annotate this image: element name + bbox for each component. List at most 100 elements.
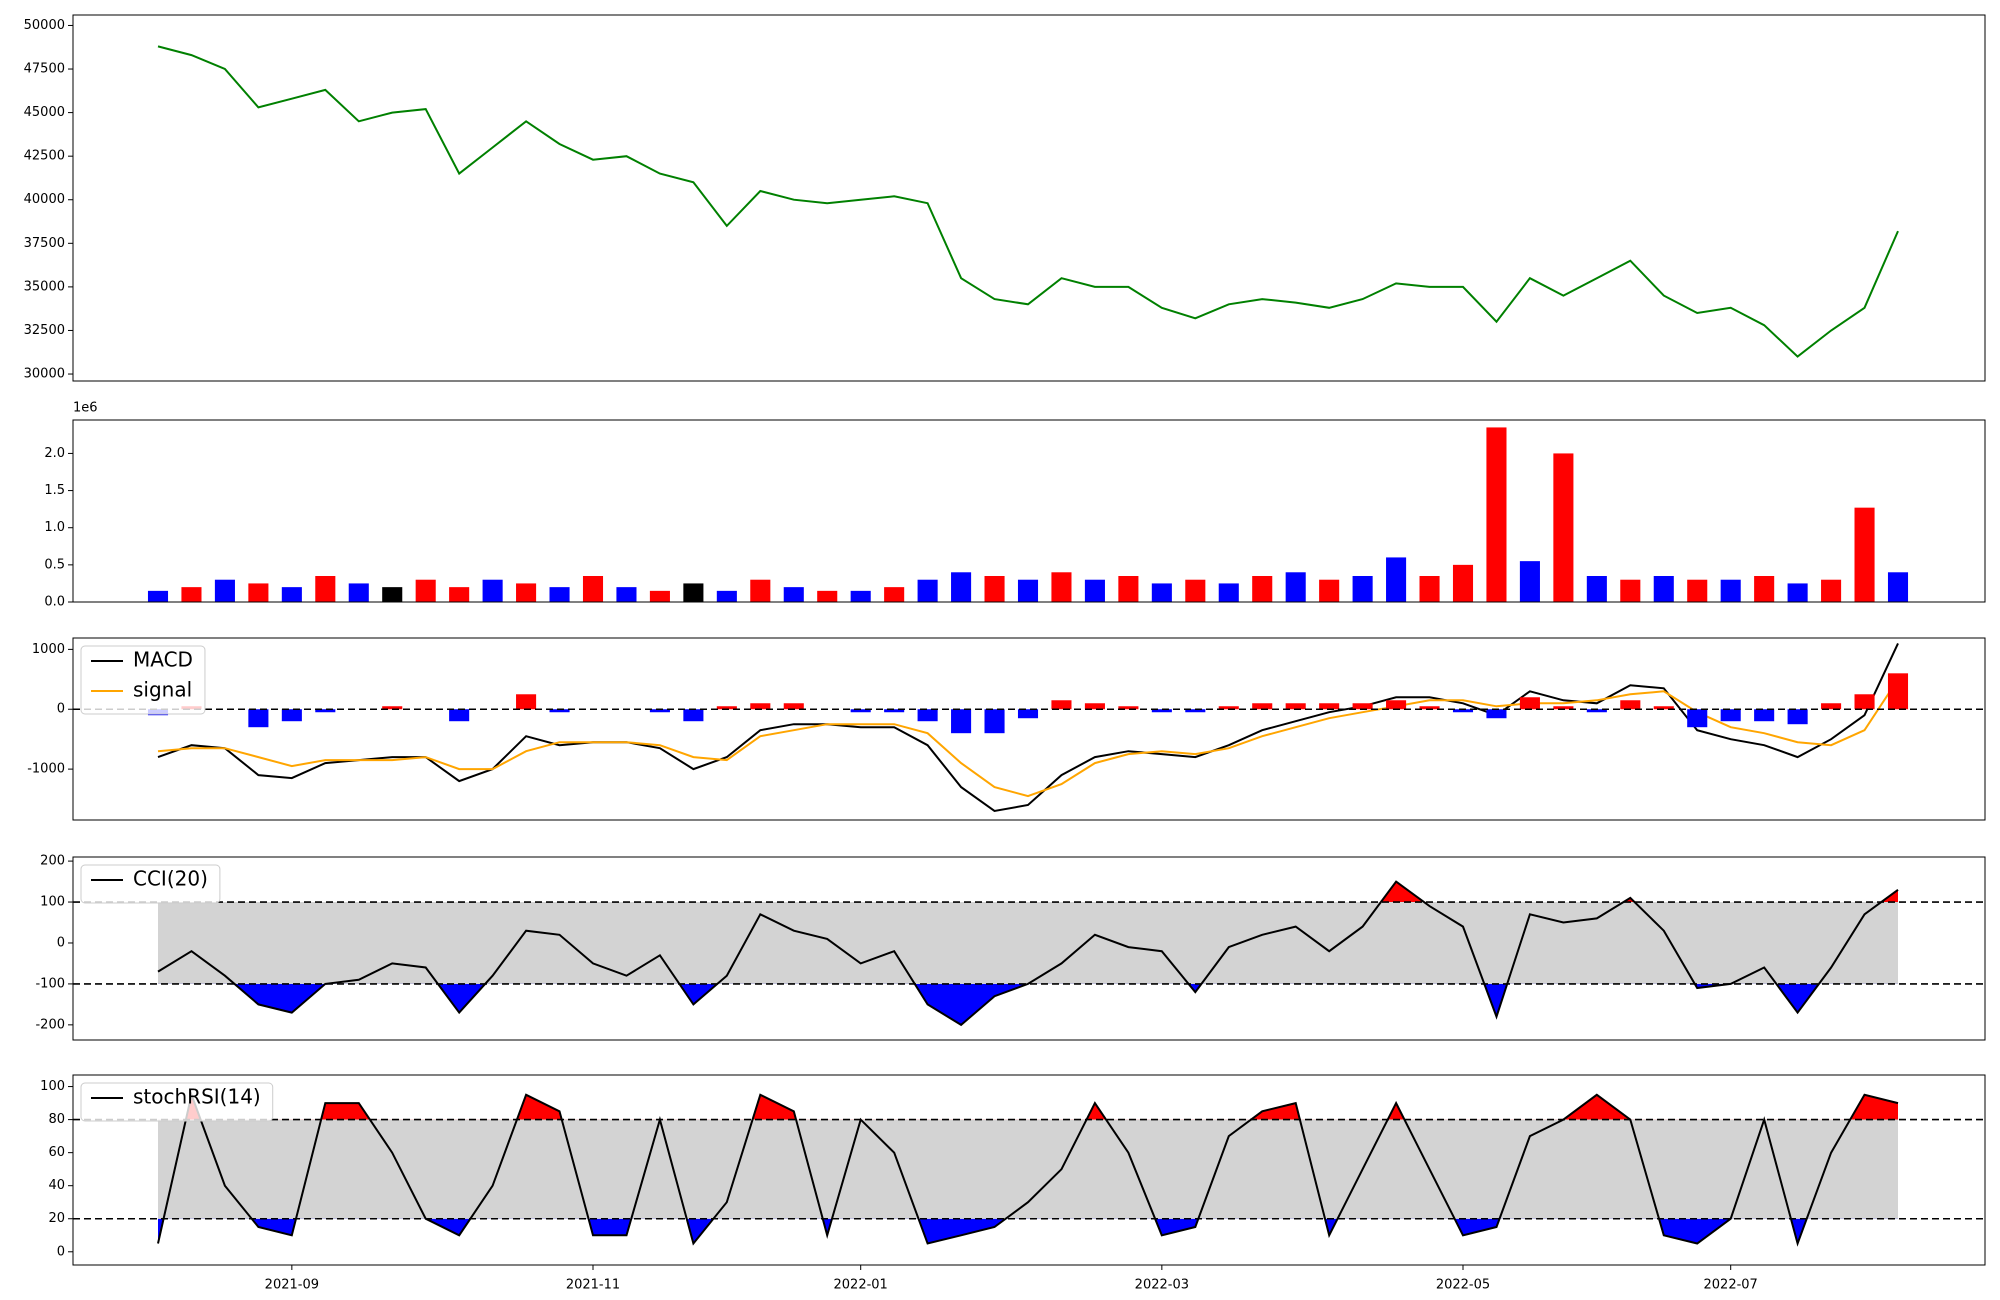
bar [1519, 561, 1540, 602]
line [157, 642, 1899, 813]
bar [348, 583, 369, 602]
y-tick-label: 0 [57, 935, 65, 950]
bar [1218, 583, 1239, 602]
bar [616, 587, 637, 602]
bar [884, 709, 905, 713]
bar [917, 709, 938, 722]
y-tick-label: 1.0 [44, 520, 65, 535]
bar [449, 709, 470, 722]
plot-frame [72, 14, 1986, 382]
plot-frame [72, 637, 1986, 821]
offset-text: 1e6 [73, 401, 98, 416]
legend: MACD signal [80, 645, 206, 715]
bar [917, 579, 938, 602]
y-tick-label: 1000 [32, 642, 65, 657]
bar [248, 583, 269, 602]
y-tick-label: 35000 [24, 279, 65, 294]
plot-frame [72, 1074, 1986, 1266]
bar [817, 590, 838, 602]
bar [1519, 697, 1540, 710]
legend-box [80, 645, 206, 715]
y-tick-label: -200 [35, 1017, 65, 1032]
y-tick-label: 100 [40, 895, 65, 910]
bar [1553, 706, 1574, 710]
y-tick-label: 40 [48, 1178, 65, 1193]
bar [1319, 703, 1340, 710]
bar [1687, 579, 1708, 602]
bar [1151, 583, 1172, 602]
legend-label: MACD [133, 648, 193, 672]
bar [649, 709, 670, 713]
y-tick-label: -100 [35, 976, 65, 991]
bar [750, 579, 771, 602]
bar [1452, 564, 1474, 602]
y-tick-label: -1000 [27, 762, 65, 777]
fill-below [158, 1218, 1898, 1244]
bar [649, 590, 670, 602]
y-tick-label: 2.0 [44, 446, 65, 461]
bar [716, 706, 737, 710]
x-tick-label: 2021-11 [566, 1278, 620, 1293]
bar [1720, 579, 1741, 602]
y-tick-label: 37500 [24, 236, 65, 251]
bar [315, 709, 336, 713]
bar [951, 572, 972, 602]
bar [1620, 700, 1641, 710]
y-tick-label: 32500 [24, 323, 65, 338]
bar [147, 590, 169, 602]
y-tick-label: 0 [57, 1244, 65, 1259]
plot-frame [72, 419, 1986, 603]
bar [1887, 673, 1909, 710]
bar [449, 587, 470, 602]
bar [181, 587, 202, 602]
y-tick-label: 20 [48, 1211, 65, 1226]
y-tick-label: 40000 [24, 192, 65, 207]
bar [783, 587, 804, 602]
bar [1386, 557, 1407, 602]
bar [1754, 709, 1775, 722]
bar [549, 587, 570, 602]
bar [1017, 579, 1039, 602]
bar [1787, 709, 1808, 725]
bar [1821, 579, 1842, 602]
bar [1720, 709, 1741, 722]
x-tick-label: 2021-09 [265, 1278, 319, 1293]
line [157, 1091, 1899, 1247]
x-tick-label: 2022-05 [1436, 1278, 1490, 1293]
band-fill [158, 902, 1898, 984]
bar [951, 709, 972, 734]
x-tick-label: 2022-01 [834, 1278, 888, 1293]
y-tick-label: 42500 [24, 149, 65, 164]
bar [382, 587, 403, 602]
bar [1486, 427, 1507, 602]
bar [783, 703, 804, 710]
bar [850, 709, 871, 713]
bar [1185, 709, 1206, 713]
bar [850, 590, 871, 602]
bar [1252, 576, 1273, 602]
y-tick-label: 0 [57, 702, 65, 717]
line [157, 678, 1899, 798]
x-tick-label: 2022-07 [1704, 1278, 1758, 1293]
bar [1854, 694, 1875, 710]
bar [1754, 576, 1775, 602]
y-tick-label: 200 [40, 854, 65, 869]
bar [1787, 583, 1808, 602]
bar [1586, 709, 1607, 713]
legend: stochRSI(14) [80, 1082, 274, 1122]
legend-label: stochRSI(14) [133, 1085, 261, 1109]
y-tick-label: 30000 [24, 367, 65, 382]
legend-box [80, 864, 221, 904]
bar [1419, 706, 1440, 710]
bar [1151, 709, 1172, 713]
bar [984, 709, 1005, 734]
bar [1887, 572, 1909, 602]
bar [1419, 576, 1440, 602]
x-tick-label: 2022-03 [1135, 1278, 1189, 1293]
bar [1486, 709, 1507, 719]
bar [1854, 507, 1875, 602]
bar [1285, 572, 1306, 602]
bar [1017, 709, 1039, 719]
line [157, 880, 1899, 1027]
